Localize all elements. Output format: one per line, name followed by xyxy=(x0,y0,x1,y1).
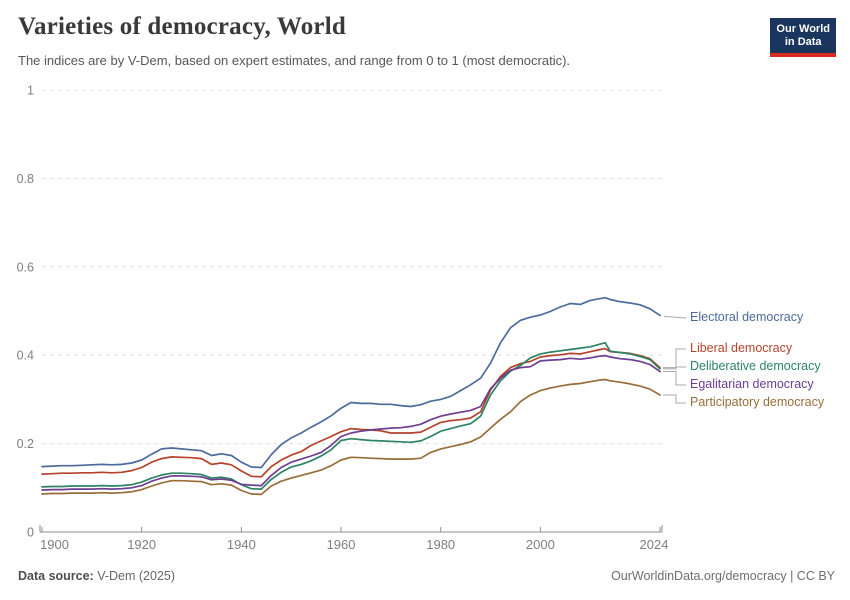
series-label-participatory-democracy[interactable]: Participatory democracy xyxy=(690,395,825,409)
series-label-deliberative-democracy[interactable]: Deliberative democracy xyxy=(690,359,821,373)
series-label-electoral-democracy[interactable]: Electoral democracy xyxy=(690,310,804,324)
label-connector xyxy=(663,394,686,404)
y-tick-label: 0.2 xyxy=(17,437,34,451)
x-tick-label: 1920 xyxy=(127,537,156,552)
series-label-liberal-democracy[interactable]: Liberal democracy xyxy=(690,341,793,355)
y-tick-label: 0.6 xyxy=(17,260,34,274)
y-tick-label: 0.8 xyxy=(17,172,34,186)
page-title: Varieties of democracy, World xyxy=(18,13,346,40)
series-line-electoral-democracy[interactable] xyxy=(41,296,661,469)
owid-logo[interactable]: Our World in Data xyxy=(770,18,836,58)
x-tick-label: 2024 xyxy=(640,537,669,552)
data-source-value: V-Dem (2025) xyxy=(97,569,176,583)
y-tick-label: 0 xyxy=(27,526,34,540)
x-tick-label: 1940 xyxy=(227,537,256,552)
label-connector xyxy=(663,366,686,370)
x-tick-label: 1900 xyxy=(40,537,69,552)
data-source-note: Data source: V-Dem (2025) xyxy=(18,569,175,583)
y-tick-label: 1 xyxy=(27,84,34,98)
series-line-liberal-democracy[interactable] xyxy=(41,347,661,478)
y-tick-label: 0.4 xyxy=(17,349,34,363)
series-line-deliberative-democracy[interactable] xyxy=(41,341,661,490)
series-label-egalitarian-democracy[interactable]: Egalitarian democracy xyxy=(690,377,814,391)
owid-logo-line1: Our World xyxy=(776,23,830,35)
label-connector xyxy=(663,348,686,369)
data-source-label: Data source: xyxy=(18,569,94,583)
x-tick-label: 1960 xyxy=(327,537,356,552)
label-connector xyxy=(663,371,686,386)
series-line-egalitarian-democracy[interactable] xyxy=(41,354,661,491)
credit-link[interactable]: OurWorldinData.org/democracy | CC BY xyxy=(611,569,835,583)
label-connector xyxy=(663,315,687,319)
x-tick-label: 2000 xyxy=(526,537,555,552)
chart-subtitle: The indices are by V-Dem, based on exper… xyxy=(18,53,571,68)
series-line-participatory-democracy[interactable] xyxy=(41,378,661,496)
x-tick-label: 1980 xyxy=(426,537,455,552)
owid-logo-line2: in Data xyxy=(784,36,822,49)
